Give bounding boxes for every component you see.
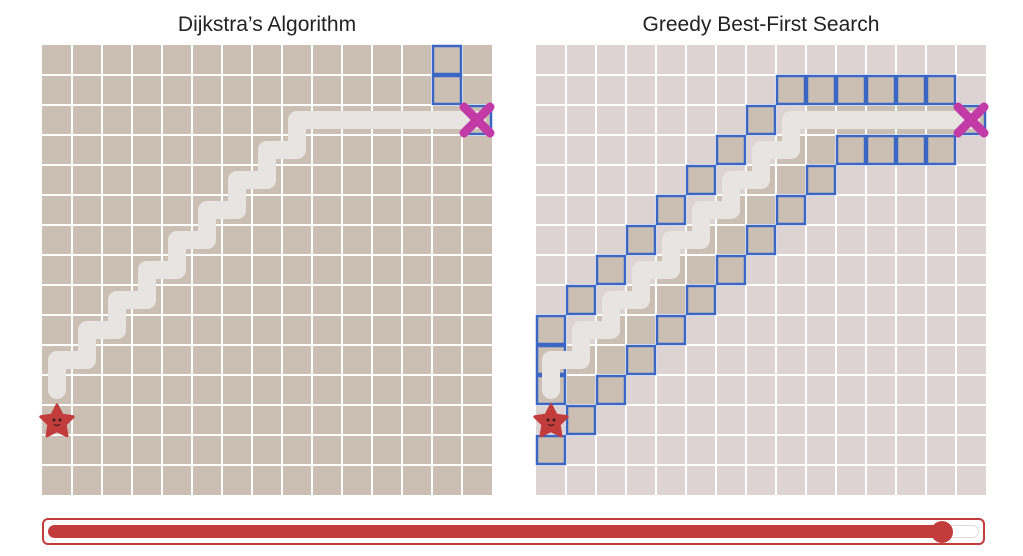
start-star-icon: [533, 403, 569, 438]
dijkstra-board: [39, 44, 495, 495]
star-eye: [58, 418, 62, 422]
star-mouth: [547, 423, 555, 427]
x-stroke: [459, 102, 495, 138]
frontier-cell: [805, 164, 837, 196]
frontier-cell: [625, 344, 657, 376]
timeline-slider[interactable]: [42, 518, 985, 545]
frontier-cell: [865, 74, 897, 106]
slider-progress-fill: [48, 525, 942, 538]
x-stroke: [953, 102, 989, 138]
frontier-cell: [595, 254, 627, 286]
slider-thumb[interactable]: [930, 521, 953, 543]
visited-cell: [776, 165, 806, 195]
search-boards: [39, 44, 989, 495]
star-body: [39, 403, 75, 438]
dijkstra-panel-title: Dijkstra’s Algorithm: [177, 13, 357, 36]
frontier-cell: [775, 194, 807, 226]
start-star-icon: [39, 403, 75, 438]
frontier-cell: [655, 314, 687, 346]
frontier-cell: [595, 374, 627, 406]
frontier-cell: [835, 134, 867, 166]
frontier-cell: [431, 44, 463, 76]
frontier-cell: [565, 284, 597, 316]
frontier-cell: [745, 104, 777, 136]
visited-cell: [716, 225, 746, 255]
visited-cell: [656, 285, 686, 315]
frontier-cell: [745, 224, 777, 256]
frontier-cell: [925, 134, 957, 166]
goal-x-icon: [459, 102, 495, 138]
star-mouth: [53, 423, 61, 427]
visited-cell: [746, 195, 776, 225]
frontier-cell: [535, 434, 567, 466]
frontier-cell: [805, 74, 837, 106]
frontier-cell: [655, 194, 687, 226]
star-eye: [552, 418, 556, 422]
path-line: [48, 111, 486, 399]
frontier-cell: [895, 134, 927, 166]
goal-x-icon: [953, 102, 989, 138]
frontier-cell: [925, 74, 957, 106]
visited-cell: [686, 255, 716, 285]
greedy-board: [533, 45, 989, 495]
star-eye: [546, 418, 550, 422]
frontier-cell: [835, 74, 867, 106]
visited-cell: [596, 345, 626, 375]
frontier-cell: [715, 254, 747, 286]
frontier-cell: [685, 164, 717, 196]
frontier-cell: [625, 224, 657, 256]
frontier-cell: [775, 74, 807, 106]
star-body: [533, 403, 569, 438]
frontier-cell: [431, 74, 463, 106]
frontier-cell: [535, 314, 567, 346]
greedy-panel-title: Greedy Best-First Search: [642, 13, 880, 36]
star-eye: [52, 418, 56, 422]
frontier-cell: [895, 74, 927, 106]
frontier-cell: [685, 284, 717, 316]
frontier-cell: [865, 134, 897, 166]
frontier-cell: [715, 134, 747, 166]
visited-cell: [806, 135, 836, 165]
path-line: [542, 111, 980, 399]
frontier-cell: [565, 404, 597, 436]
visited-cell: [626, 315, 656, 345]
visited-cell: [566, 375, 596, 405]
